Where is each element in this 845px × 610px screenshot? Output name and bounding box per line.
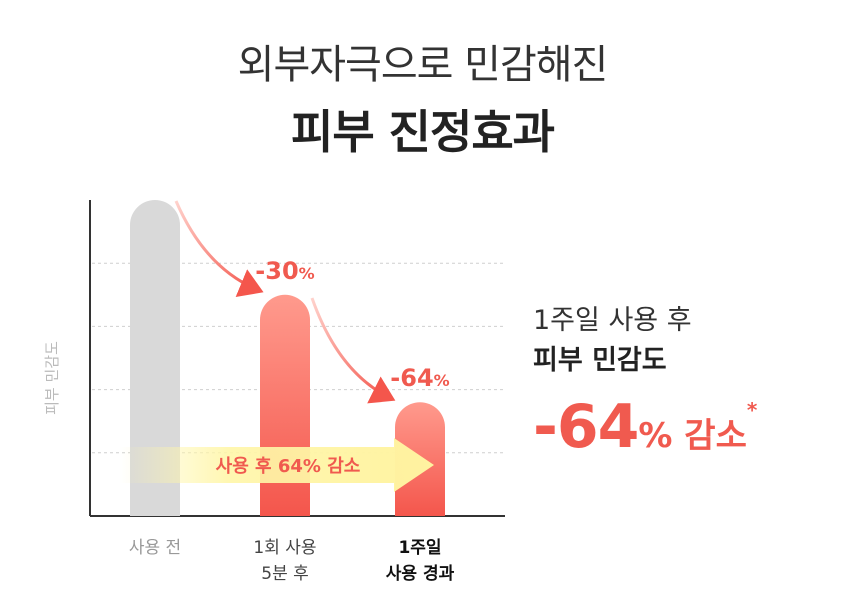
change-label-2: -30% xyxy=(255,257,314,285)
side-unit-text: % 감소 xyxy=(638,416,747,456)
x-tick-label: 1주일 xyxy=(398,538,441,558)
x-tick-label: 사용 경과 xyxy=(386,564,455,584)
x-tick-label: 1회 사용 xyxy=(253,538,316,558)
side-caption-period: 1주일 사용 후 xyxy=(533,305,692,336)
change-label-3: -64% xyxy=(390,364,449,392)
side-big-result: -64% 감소* xyxy=(533,392,757,462)
reduction-arrow: 사용 후 64% 감소 xyxy=(120,438,434,492)
side-big-value: -64 xyxy=(533,392,639,462)
side-caption-metric: 피부 민감도 xyxy=(533,345,667,376)
x-tick-label: 5분 후 xyxy=(261,564,309,584)
trend-arrows xyxy=(174,200,396,404)
bar-1 xyxy=(130,200,180,516)
y-axis-label: 피부 민감도 xyxy=(43,341,61,415)
reduction-arrow-label: 사용 후 64% 감소 xyxy=(216,456,361,477)
title-line-2: 피부 진정효과 xyxy=(291,105,555,159)
title-line-1: 외부자극으로 민감해진 xyxy=(237,42,609,88)
footnote-mark: * xyxy=(746,398,758,422)
x-tick-label: 사용 전 xyxy=(129,538,181,558)
